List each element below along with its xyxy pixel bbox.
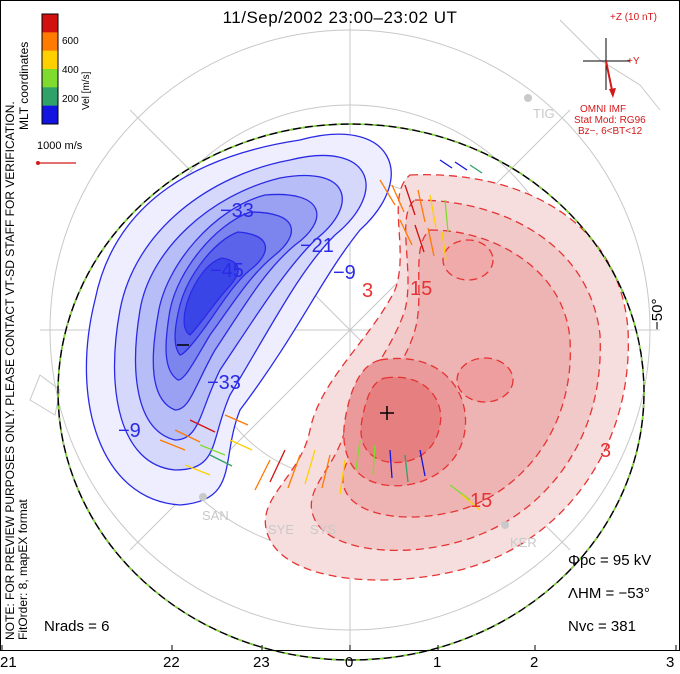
coastline-b	[29, 374, 61, 416]
imf-vector-head	[609, 88, 616, 98]
imf-model: Stat Mod: RG96	[574, 115, 646, 126]
contour-label: −33	[207, 372, 241, 394]
site-label-tig: TIG	[533, 106, 555, 121]
contour-label: 3	[600, 440, 612, 462]
hm-boundary-dash	[57, 123, 645, 661]
site-marker-tig	[524, 94, 532, 102]
site-marker-san	[199, 493, 207, 501]
contour-label: −9	[333, 262, 356, 284]
imf-z-label: +Z (10 nT)	[610, 12, 657, 23]
contour-label: 15	[470, 490, 493, 512]
stat-n-vc: Nvc = 381	[568, 618, 636, 635]
mlt-tick-0: 0	[345, 654, 354, 671]
scale-label: 1000 m/s	[37, 140, 83, 152]
velocity-colorbar	[41, 13, 59, 125]
imf-model-params: Bz−, 6<BT<12	[578, 126, 643, 137]
coastline-a	[559, 19, 661, 111]
scale-vector-origin	[36, 161, 40, 165]
imf-y-label: +Y	[627, 56, 640, 67]
stat-phi-pc: Φpc = 95 kV	[568, 552, 652, 569]
dusk-cell	[85, 133, 392, 506]
latitude-label: −50°	[649, 298, 666, 330]
colorbar-border	[41, 13, 59, 125]
stat-n-rads: Nrads = 6	[44, 618, 110, 635]
colorbar-swatch	[42, 32, 58, 52]
site-label-sys: SYS	[310, 522, 337, 537]
mlt-tick-3: 3	[666, 654, 675, 671]
imf-source: OMNI IMF	[580, 104, 627, 115]
vector-cluster-noon	[379, 159, 483, 261]
colorbar-tick-400: 400	[62, 65, 79, 76]
mlt-tick-23: 23	[253, 654, 270, 671]
stat-lambda-hm: ΛHM = −53°	[568, 585, 650, 602]
site-label-san: SAN	[202, 508, 229, 523]
colorbar-swatch	[42, 14, 58, 33]
velocity-vectors	[159, 159, 483, 511]
contour-label: −9	[118, 420, 141, 442]
colorbar-unit-label: Vel [m/s]	[81, 71, 92, 110]
vector-cluster-dusk	[159, 414, 253, 476]
colorbar-swatch	[42, 69, 58, 88]
mlt-tick-2: 2	[530, 654, 539, 671]
plot-title: 11/Sep/2002 23:00–23:02 UT	[222, 8, 458, 27]
imf-clock	[583, 38, 630, 98]
contour-label: 15	[410, 278, 433, 300]
mlt-tick-21: 21	[0, 654, 17, 671]
mlt-tick-22: 22	[163, 654, 180, 671]
contour-label: −21	[300, 235, 334, 257]
site-markers	[199, 94, 532, 529]
colorbar-swatch	[42, 50, 58, 70]
preview-note: NOTE: FOR PREVIEW PURPOSES ONLY. PLEASE …	[3, 101, 17, 640]
colorbar-swatch	[42, 87, 58, 107]
site-label-sye: SYE	[268, 522, 295, 537]
contour-label: −45	[210, 260, 244, 282]
dawn-cell	[264, 174, 629, 581]
colorbar-tick-200: 200	[62, 94, 79, 105]
site-label-ker: KER	[510, 535, 537, 550]
coords-label: MLT coordinates	[17, 41, 31, 130]
mlt-tick-marks	[1, 645, 677, 651]
contour-label: −33	[220, 200, 254, 222]
mlt-tick-1: 1	[433, 654, 442, 671]
vector-cluster-midnight	[254, 439, 481, 511]
fit-order-note: FitOrder: 8, mapEX format	[16, 499, 30, 640]
colorbar-swatch	[42, 105, 58, 125]
contour-label: 3	[362, 280, 374, 302]
site-marker-ker	[501, 521, 509, 529]
colorbar-tick-600: 600	[62, 36, 79, 47]
